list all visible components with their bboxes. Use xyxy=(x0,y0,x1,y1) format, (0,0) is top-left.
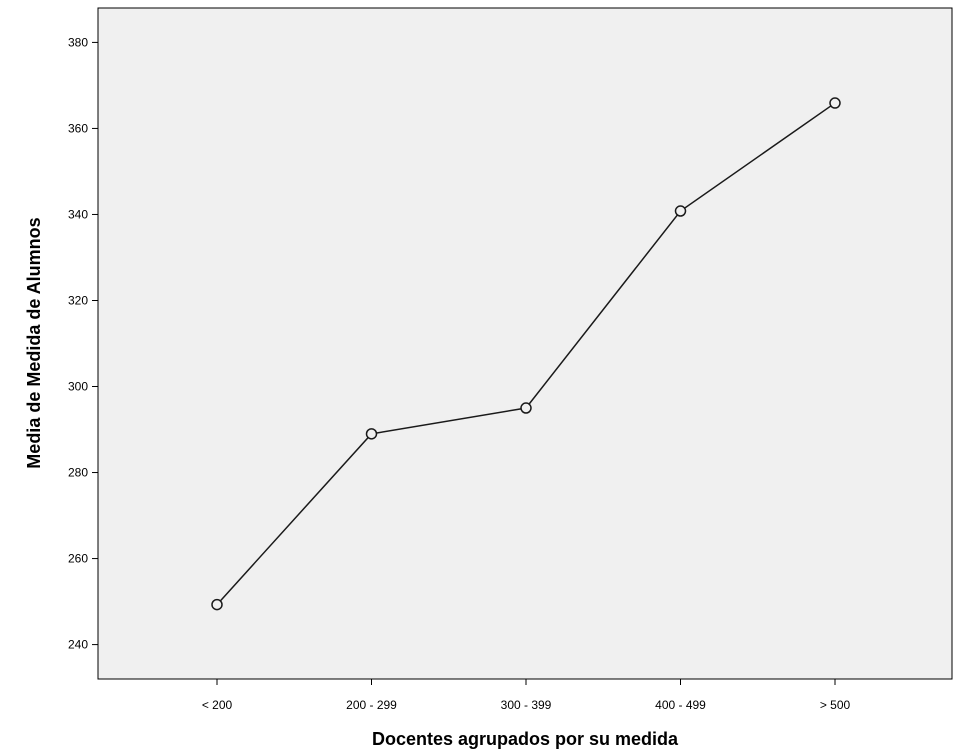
data-point xyxy=(520,402,532,414)
x-tick-label: > 500 xyxy=(820,698,851,712)
y-axis-title: Media de Medida de Alumnos xyxy=(24,217,44,468)
data-point xyxy=(674,205,687,217)
x-tick-label: 400 - 499 xyxy=(655,698,706,712)
data-point xyxy=(829,97,841,109)
x-axis-ticks: < 200 200 - 299 300 - 399 400 - 499 > 500 xyxy=(202,679,851,712)
y-tick-label: 340 xyxy=(68,207,88,221)
y-axis-ticks: 240 260 280 300 320 340 360 380 xyxy=(68,35,98,652)
y-tick-label: 320 xyxy=(68,293,88,307)
x-axis-title: Docentes agrupados por su medida xyxy=(372,729,679,749)
data-point xyxy=(365,428,378,440)
x-tick-label: < 200 xyxy=(202,698,233,712)
series-layer xyxy=(211,97,841,611)
y-tick-label: 260 xyxy=(68,552,88,566)
data-point xyxy=(211,598,223,611)
y-tick-label: 380 xyxy=(68,35,88,49)
x-tick-label: 300 - 399 xyxy=(501,698,552,712)
y-tick-label: 280 xyxy=(68,466,88,480)
x-tick-label: 200 - 299 xyxy=(346,698,397,712)
plot-area xyxy=(97,7,953,680)
y-tick-label: 360 xyxy=(68,121,88,135)
y-tick-label: 300 xyxy=(68,380,88,394)
y-tick-label: 240 xyxy=(68,638,88,652)
